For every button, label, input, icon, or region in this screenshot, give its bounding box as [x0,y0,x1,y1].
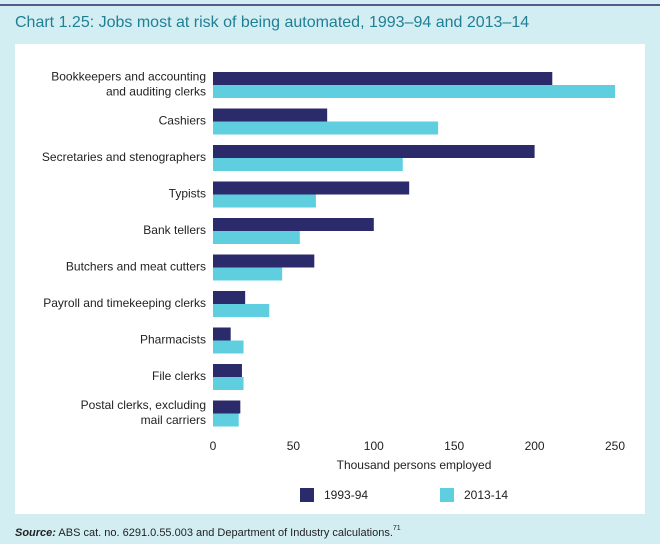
x-tick-label: 250 [605,439,625,453]
bar [213,108,328,122]
bar [213,218,374,231]
bar [213,377,244,390]
y-tick-label: and auditing clerks [106,85,206,99]
x-axis-label: Thousand persons employed [337,458,492,472]
bar [213,254,315,268]
bar [213,364,242,377]
bar [213,291,246,304]
source: Source: ABS cat. no. 6291.0.55.003 and D… [15,525,401,539]
bar [213,231,300,244]
y-tick-label: Bank tellers [143,223,206,237]
legend-label: 2013-14 [464,488,508,502]
source-text: ABS cat. no. 6291.0.55.003 and Departmen… [56,527,393,539]
y-tick-label: Butchers and meat cutters [66,260,206,274]
bar [213,304,270,317]
y-tick-label: Payroll and timekeeping clerks [43,296,206,310]
y-tick-label: Typists [169,187,206,201]
bar [213,340,244,354]
y-tick-label: Pharmacists [140,333,206,347]
plot-panel [15,44,645,514]
bar [213,267,283,281]
bar [213,327,231,341]
chart-title: Chart 1.25: Jobs most at risk of being a… [15,14,529,31]
x-tick-label: 100 [364,439,384,453]
bar [213,72,553,85]
source-label: Source: [15,527,56,539]
bar [213,121,439,135]
legend-label: 1993-94 [324,488,368,502]
bar [213,181,410,195]
legend-swatch [440,488,454,502]
x-tick-label: 50 [287,439,301,453]
y-tick-label: File clerks [152,369,206,383]
legend-swatch [300,488,314,502]
bar [213,158,403,171]
y-tick-label: Postal clerks, excluding [81,398,206,412]
bar [213,400,241,414]
y-tick-label: mail carriers [141,413,206,427]
x-tick-label: 0 [210,439,217,453]
bar [213,85,615,98]
bar [213,194,316,208]
source-note: 71 [393,525,401,532]
y-tick-label: Cashiers [159,114,206,128]
y-tick-label: Secretaries and stenographers [42,150,206,164]
x-tick-label: 200 [525,439,545,453]
x-tick-label: 150 [444,439,464,453]
y-tick-label: Bookkeepers and accounting [51,70,206,84]
bar [213,413,239,427]
bar [213,145,535,158]
